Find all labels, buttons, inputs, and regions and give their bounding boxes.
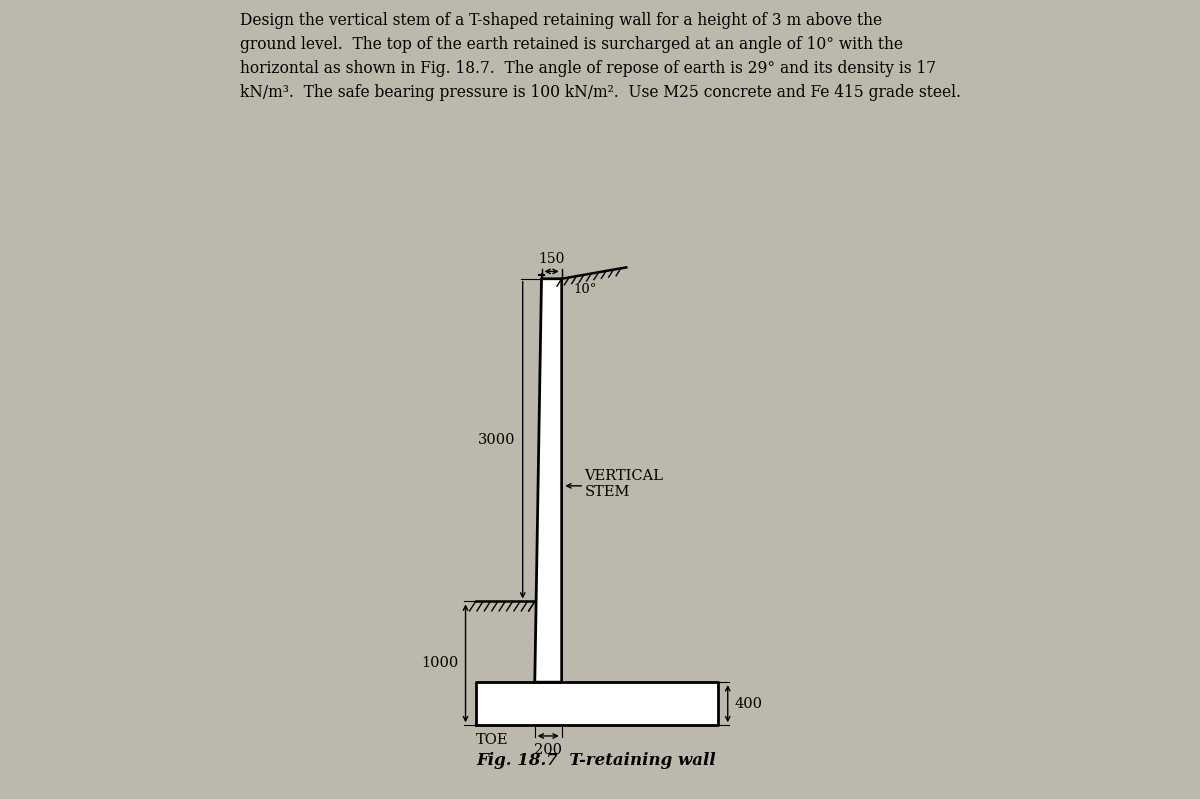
- Text: 200: 200: [534, 743, 563, 757]
- Polygon shape: [475, 682, 718, 725]
- Text: 3000: 3000: [478, 433, 515, 447]
- Text: STEM: STEM: [584, 485, 630, 499]
- Text: Design the vertical stem of a T-shaped retaining wall for a height of 3 m above : Design the vertical stem of a T-shaped r…: [240, 12, 960, 101]
- Text: VERTICAL: VERTICAL: [584, 469, 664, 483]
- Text: 1000: 1000: [421, 656, 458, 670]
- Text: Fig. 18.7  T-retaining wall: Fig. 18.7 T-retaining wall: [476, 752, 716, 769]
- Text: 400: 400: [734, 697, 762, 710]
- Text: 10°: 10°: [574, 283, 598, 296]
- Polygon shape: [535, 279, 562, 682]
- Text: TOE: TOE: [476, 733, 509, 746]
- Text: 150: 150: [539, 252, 565, 266]
